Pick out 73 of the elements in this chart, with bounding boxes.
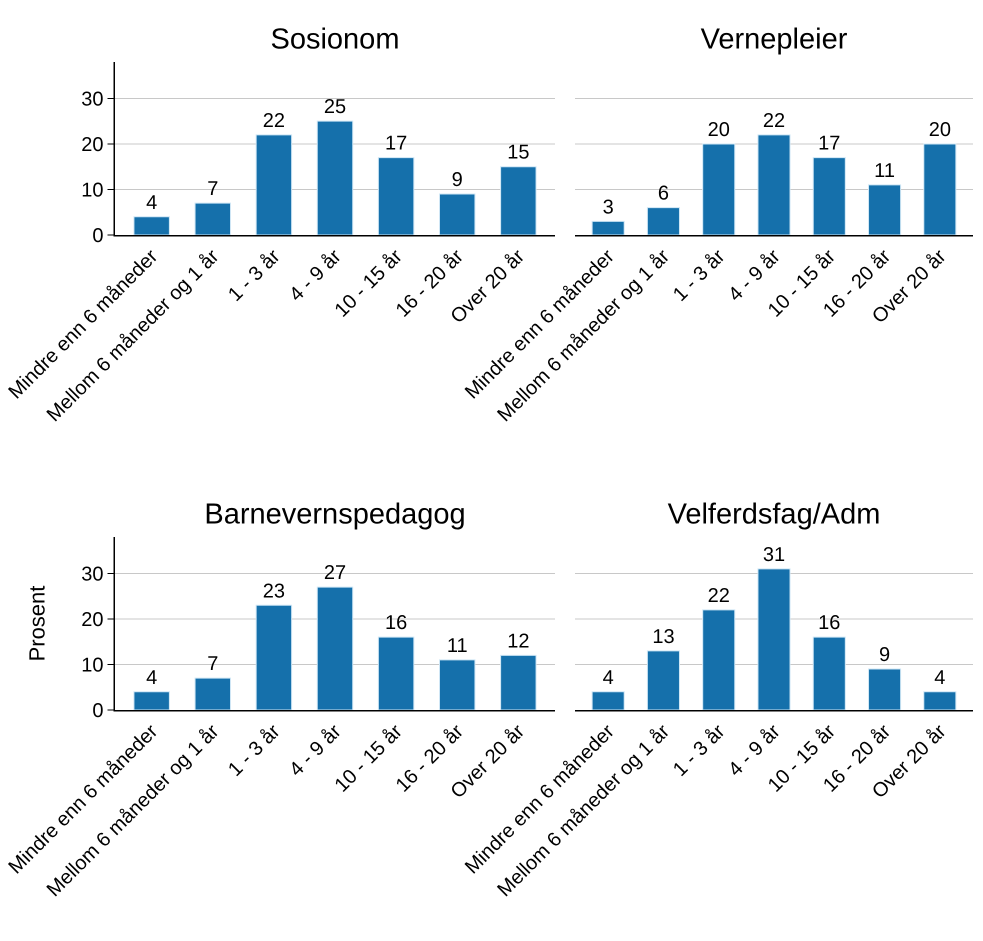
data-label: 16 xyxy=(818,612,840,634)
y-tick-label: 0 xyxy=(92,225,104,247)
data-label: 16 xyxy=(384,612,408,634)
bar xyxy=(646,207,680,235)
bar xyxy=(812,157,846,235)
data-label: 31 xyxy=(762,544,786,566)
y-tick-label: 0 xyxy=(92,700,104,722)
bar xyxy=(757,134,791,235)
bar xyxy=(702,143,736,235)
bar xyxy=(923,143,956,235)
bar xyxy=(439,194,476,235)
x-tick-label: 1 - 3 år xyxy=(668,245,730,306)
data-label: 27 xyxy=(324,562,346,584)
chart-title: Vernepleier xyxy=(700,23,848,56)
bar xyxy=(133,691,170,710)
bar xyxy=(378,636,414,710)
y-axis-title: Prosent xyxy=(24,586,50,662)
data-label: 11 xyxy=(446,634,468,657)
bar xyxy=(256,604,292,710)
data-label: 22 xyxy=(708,584,730,607)
bar xyxy=(500,166,537,235)
data-label: 15 xyxy=(507,142,530,164)
data-label: 20 xyxy=(928,118,951,141)
x-tick-label: 1 - 3 år xyxy=(668,720,730,781)
bar xyxy=(592,691,625,710)
bar xyxy=(868,668,902,710)
y-tick-label: 10 xyxy=(81,179,104,202)
data-label: 20 xyxy=(708,118,730,141)
data-label: 17 xyxy=(818,132,840,155)
y-tick-label: 20 xyxy=(81,134,104,156)
data-label: 4 xyxy=(146,666,158,689)
bar xyxy=(194,202,231,235)
data-label: 4 xyxy=(602,666,614,689)
data-label: 25 xyxy=(324,96,346,118)
bar xyxy=(378,157,414,235)
y-tick-label: 30 xyxy=(81,563,104,586)
bar xyxy=(316,120,354,235)
data-label: 9 xyxy=(452,169,463,192)
bar xyxy=(133,216,170,235)
data-label: 3 xyxy=(602,196,614,218)
chart-title: Velferdsfag/Adm xyxy=(668,498,880,530)
data-label: 4 xyxy=(146,192,158,214)
y-tick-label: 20 xyxy=(81,608,104,631)
y-tick-label: 10 xyxy=(81,654,104,676)
data-label: 11 xyxy=(874,160,895,182)
bar xyxy=(812,636,846,710)
bar xyxy=(923,691,956,710)
data-label: 9 xyxy=(878,644,890,666)
x-tick-label: 1 - 3 år xyxy=(224,245,285,306)
data-label: 22 xyxy=(762,110,786,132)
bar xyxy=(646,650,680,710)
bar xyxy=(868,184,902,235)
x-tick-label: 1 - 3 år xyxy=(224,720,285,781)
data-label: 23 xyxy=(262,580,286,602)
data-label: 7 xyxy=(207,653,218,676)
bar xyxy=(592,220,625,235)
bar xyxy=(500,654,537,710)
data-label: 17 xyxy=(384,132,408,155)
bar xyxy=(757,568,791,710)
data-label: 13 xyxy=(652,626,675,648)
data-label: 4 xyxy=(934,666,946,689)
bar xyxy=(194,678,231,710)
bar xyxy=(316,586,354,710)
bar xyxy=(439,659,476,710)
data-label: 22 xyxy=(262,110,286,132)
y-tick-label: 30 xyxy=(81,88,104,110)
bar xyxy=(256,134,292,235)
data-label: 12 xyxy=(507,630,530,652)
bar xyxy=(702,609,736,710)
chart-title: Sosionom xyxy=(270,23,400,56)
data-label: 7 xyxy=(207,178,218,200)
data-label: 6 xyxy=(658,182,670,205)
chart-title: Barnevernspedagog xyxy=(204,498,466,530)
